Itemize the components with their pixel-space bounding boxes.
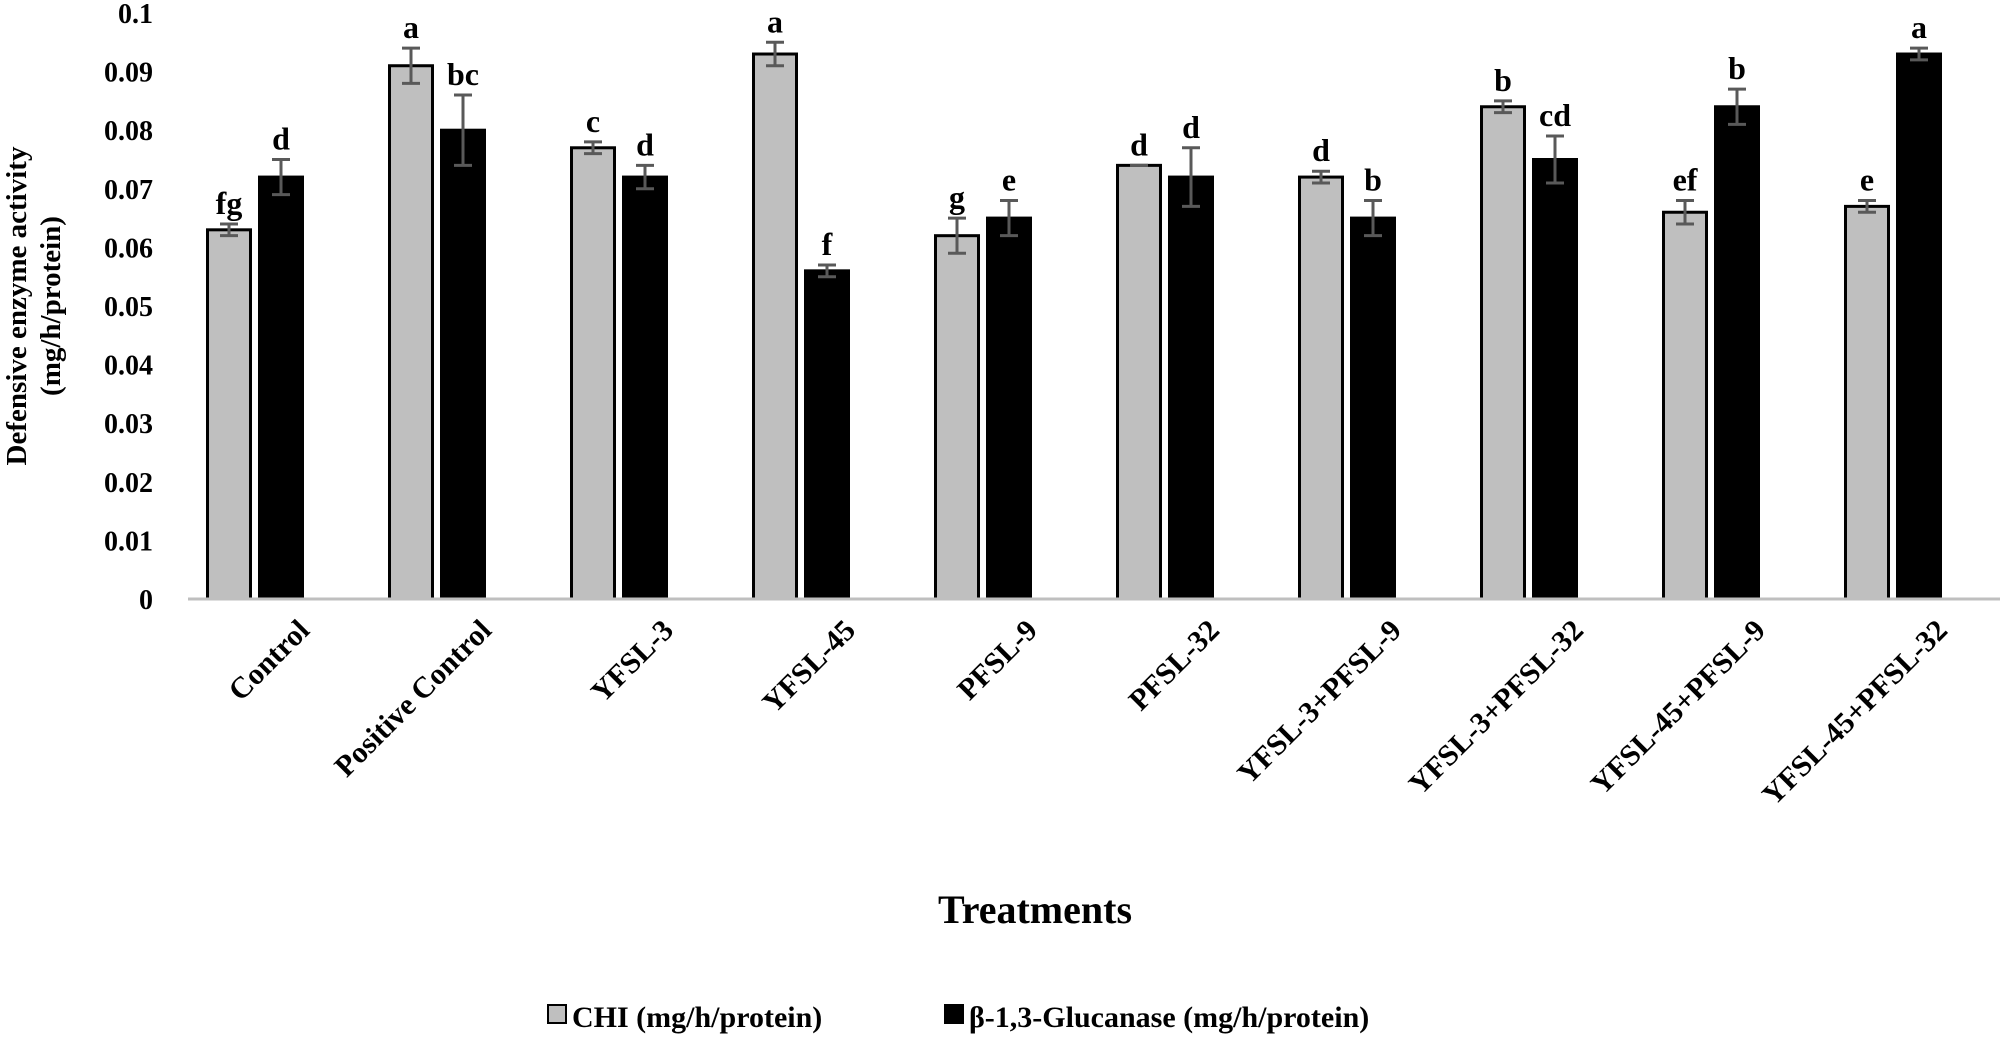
y-tick-label: 0.04: [104, 351, 153, 382]
error-bar: [766, 40, 784, 68]
error-bar: [1858, 199, 1876, 214]
significance-letter: d: [1130, 126, 1148, 162]
error-bar: [1728, 87, 1746, 126]
significance-letter: e: [1002, 162, 1016, 198]
error-bar: [402, 46, 420, 85]
significance-letter: cd: [1539, 97, 1571, 133]
y-axis-title-line-1: Defensive enzyme activity: [1, 146, 33, 465]
bar-chi: [1662, 210, 1708, 601]
y-axis-title: Defensive enzyme activity (mg/h/protein): [1, 146, 67, 465]
error-bar: [454, 93, 472, 167]
error-bar: [1676, 199, 1694, 226]
y-tick-label: 0.07: [104, 175, 153, 206]
significance-letter: b: [1728, 50, 1746, 86]
significance-letter: g: [949, 179, 965, 215]
y-tick-label: 0.09: [104, 58, 153, 89]
significance-letter: d: [272, 121, 290, 157]
bar-glucanase: [622, 175, 668, 601]
legend-item: CHI (mg/h/protein): [547, 1001, 822, 1034]
bar-glucanase: [1714, 105, 1760, 601]
significance-letter: b: [1494, 62, 1512, 98]
significance-letter: bc: [447, 56, 479, 92]
error-bar: [948, 216, 966, 255]
error-bar: [1364, 199, 1382, 238]
bar-chi: [1480, 105, 1526, 601]
bar-chi: [570, 146, 616, 601]
y-tick-label: 0.08: [104, 116, 153, 147]
significance-letter: f: [822, 226, 833, 262]
bar-glucanase: [1350, 216, 1396, 601]
error-bar: [1546, 134, 1564, 185]
bar-glucanase: [986, 216, 1032, 601]
error-bar: [272, 158, 290, 197]
bar-chi: [1116, 163, 1162, 601]
significance-letter: d: [636, 126, 654, 162]
error-bar: [1494, 99, 1512, 115]
x-category-label: Control: [222, 614, 316, 708]
legend-item: β-1,3-Glucanase (mg/h/protein): [944, 1001, 1369, 1034]
error-bar: [220, 222, 238, 238]
bar-glucanase: [258, 175, 304, 601]
bar-glucanase: [804, 269, 850, 601]
y-tick-label: 0.02: [104, 468, 153, 499]
legend: CHI (mg/h/protein) β-1,3-Glucanase (mg/h/…: [547, 1001, 1369, 1034]
x-category-label: YFSL-3: [585, 614, 680, 709]
y-tick-label: 0.03: [104, 409, 153, 440]
legend-swatch: [547, 1004, 567, 1024]
error-bar: [818, 263, 836, 279]
bar-chi: [388, 64, 434, 601]
x-category-label: YFSL-45+PFSL-32: [1756, 614, 1954, 812]
significance-letter: b: [1364, 162, 1382, 198]
bar-glucanase: [1896, 52, 1942, 601]
y-axis-ticks: 0 0.01 0.02 0.03 0.04 0.05 0.06 0.07 0.08 0.09 0.1: [104, 0, 153, 616]
x-axis-title: Treatments: [938, 887, 1132, 932]
x-axis-categories: Control Positive Control YFSL-3 YFSL-45 PFSL…: [222, 614, 1954, 812]
x-category-label: PFSL-32: [1122, 614, 1225, 717]
error-bar: [636, 163, 654, 191]
significance-letter: c: [586, 103, 600, 139]
legend-swatch: [944, 1004, 964, 1024]
error-bars: [220, 40, 1928, 279]
significance-letter: a: [767, 3, 783, 39]
legend-label: CHI (mg/h/protein): [572, 1001, 822, 1034]
x-category-label: YFSL-45+PFSL-9: [1584, 614, 1771, 801]
x-category-label: PFSL-9: [951, 614, 1044, 707]
y-tick-label: 0.05: [104, 292, 153, 323]
error-bar: [1910, 46, 1928, 62]
bar-chi: [752, 52, 798, 601]
y-tick-label: 0.06: [104, 233, 153, 264]
significance-letter: e: [1860, 162, 1874, 198]
significance-letter: a: [1911, 9, 1927, 45]
error-bar: [1182, 146, 1200, 208]
y-tick-label: 0.01: [104, 526, 153, 557]
x-category-label: YFSL-45: [756, 614, 862, 720]
x-category-label: Positive Control: [328, 614, 498, 784]
bars: [206, 52, 1942, 601]
error-bar: [1312, 169, 1330, 185]
significance-letter: d: [1312, 132, 1330, 168]
bar-chi: [934, 234, 980, 601]
significance-letter: ef: [1673, 162, 1698, 198]
error-bar: [1000, 199, 1018, 238]
y-tick-label: 0: [139, 585, 153, 616]
y-axis-title-line-2: (mg/h/protein): [35, 216, 67, 396]
y-tick-label: 0.1: [118, 0, 153, 30]
bar-glucanase: [1532, 158, 1578, 601]
bar-glucanase: [440, 128, 486, 601]
significance-letter: fg: [216, 185, 243, 221]
bar-chi: [1298, 175, 1344, 601]
significance-letter: d: [1182, 109, 1200, 145]
x-category-label: YFSL-3+PFSL-32: [1402, 614, 1589, 801]
legend-label: β-1,3-Glucanase (mg/h/protein): [969, 1001, 1369, 1034]
error-bar: [584, 140, 602, 156]
bar-chi: [206, 228, 252, 601]
x-category-label: YFSL-3+PFSL-9: [1231, 614, 1408, 791]
bar-glucanase: [1168, 175, 1214, 601]
bar-chi: [1844, 204, 1890, 601]
significance-letter: a: [403, 9, 419, 45]
